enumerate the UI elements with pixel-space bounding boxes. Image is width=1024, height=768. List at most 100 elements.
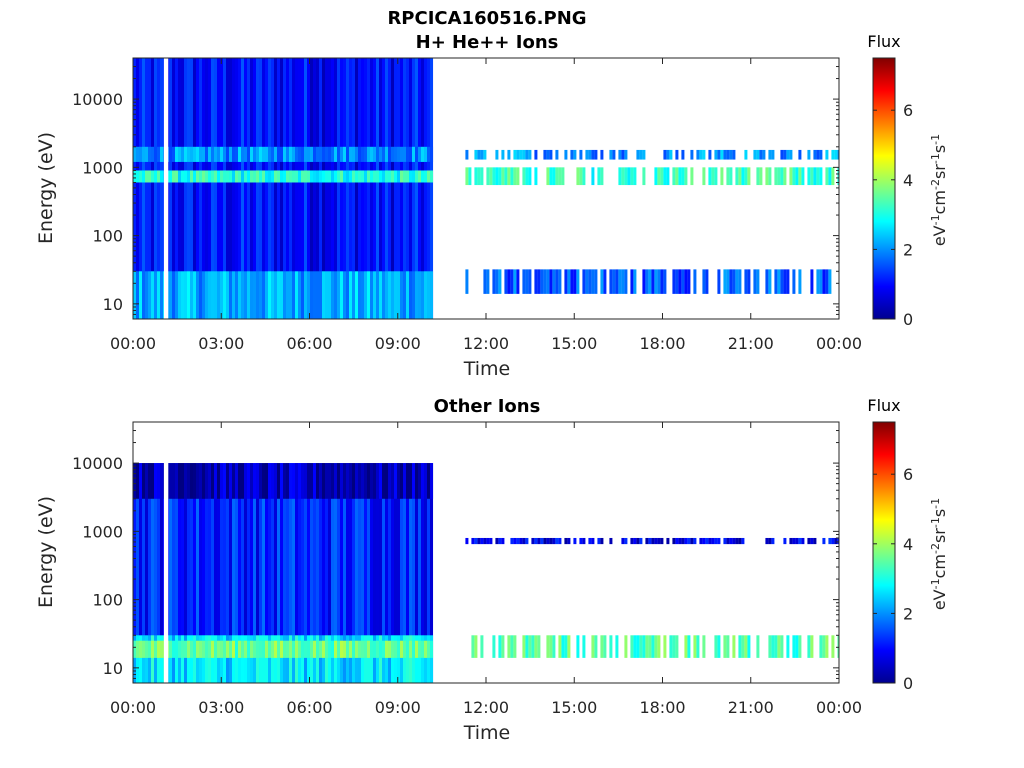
flux-column bbox=[735, 167, 739, 186]
flux-column bbox=[391, 271, 394, 319]
flux-column bbox=[226, 463, 229, 683]
flux-column bbox=[732, 269, 736, 294]
flux-column bbox=[241, 463, 244, 683]
flux-column bbox=[768, 149, 772, 160]
flux-column bbox=[361, 146, 364, 162]
flux-column bbox=[169, 146, 172, 162]
flux-column bbox=[474, 635, 478, 658]
flux-column bbox=[175, 640, 178, 658]
flux-column bbox=[651, 635, 655, 658]
flux-column bbox=[325, 635, 328, 683]
flux-column bbox=[594, 149, 598, 160]
flux-column bbox=[702, 537, 706, 545]
flux-column bbox=[142, 635, 145, 683]
flux-column bbox=[510, 167, 514, 186]
flux-column bbox=[334, 146, 337, 162]
flux-column bbox=[379, 640, 382, 658]
flux-column bbox=[184, 463, 187, 683]
flux-column bbox=[370, 640, 373, 658]
flux-column bbox=[510, 537, 514, 545]
flux-column bbox=[801, 537, 805, 545]
flux-column bbox=[229, 463, 232, 499]
flux-column bbox=[513, 537, 517, 545]
data-gap bbox=[163, 422, 169, 683]
flux-column bbox=[477, 149, 481, 160]
flux-column bbox=[394, 146, 397, 162]
flux-column bbox=[133, 463, 136, 683]
flux-column bbox=[235, 463, 238, 499]
flux-column bbox=[256, 640, 259, 658]
flux-column bbox=[552, 167, 556, 186]
flux-column bbox=[564, 537, 568, 545]
flux-column bbox=[582, 537, 586, 545]
flux-column bbox=[558, 269, 562, 294]
flux-region bbox=[133, 170, 434, 183]
flux-column bbox=[325, 170, 328, 183]
flux-column bbox=[591, 149, 595, 160]
y-tick-label: 10000 bbox=[72, 454, 123, 473]
flux-column bbox=[747, 635, 751, 658]
flux-column bbox=[265, 640, 268, 658]
flux-column bbox=[145, 635, 148, 683]
flux-column bbox=[400, 146, 403, 162]
flux-column bbox=[394, 271, 397, 319]
flux-column bbox=[388, 463, 391, 499]
flux-column bbox=[358, 640, 361, 658]
flux-column bbox=[591, 269, 595, 294]
flux-column bbox=[256, 463, 259, 499]
flux-column bbox=[211, 170, 214, 183]
flux-column bbox=[621, 269, 625, 294]
flux-column bbox=[618, 269, 622, 294]
flux-column bbox=[729, 537, 733, 545]
flux-column bbox=[349, 58, 352, 319]
flux-column bbox=[424, 635, 427, 683]
flux-column bbox=[304, 640, 307, 658]
flux-column bbox=[388, 271, 391, 319]
flux-column bbox=[651, 269, 655, 294]
flux-column bbox=[397, 170, 400, 183]
flux-column bbox=[154, 640, 157, 658]
flux-column bbox=[717, 537, 721, 545]
flux-column bbox=[274, 463, 277, 499]
flux-column bbox=[810, 167, 814, 186]
flux-column bbox=[756, 635, 760, 658]
flux-column bbox=[394, 463, 397, 499]
flux-column bbox=[217, 640, 220, 658]
flux-column bbox=[660, 269, 664, 294]
colorbar-tick-label: 4 bbox=[903, 535, 913, 554]
x-tick-label: 03:00 bbox=[198, 698, 244, 717]
flux-column bbox=[304, 463, 307, 683]
flux-column bbox=[726, 167, 730, 186]
flux-column bbox=[534, 149, 538, 160]
flux-column bbox=[756, 167, 760, 186]
flux-column bbox=[397, 146, 400, 162]
flux-column bbox=[495, 537, 499, 545]
flux-column bbox=[340, 170, 343, 183]
flux-column bbox=[211, 635, 214, 683]
flux-column bbox=[238, 58, 241, 319]
flux-column bbox=[792, 167, 796, 186]
flux-column bbox=[157, 170, 160, 183]
flux-column bbox=[564, 269, 568, 294]
flux-column bbox=[157, 463, 160, 499]
flux-column bbox=[552, 269, 556, 294]
flux-column bbox=[729, 269, 733, 294]
flux-column bbox=[280, 146, 283, 162]
flux-column bbox=[190, 463, 193, 683]
flux-column bbox=[825, 635, 829, 658]
flux-column bbox=[483, 149, 487, 160]
flux-column bbox=[540, 537, 544, 545]
flux-column bbox=[522, 149, 526, 160]
flux-column bbox=[828, 269, 832, 294]
flux-column bbox=[205, 640, 208, 658]
flux-column bbox=[591, 537, 595, 545]
flux-column bbox=[600, 149, 604, 160]
flux-column bbox=[343, 146, 346, 162]
flux-column bbox=[298, 146, 301, 162]
flux-column bbox=[295, 170, 298, 183]
flux-column bbox=[136, 463, 139, 499]
flux-column bbox=[427, 58, 430, 319]
flux-column bbox=[217, 635, 220, 683]
flux-column bbox=[465, 269, 469, 294]
flux-column bbox=[642, 167, 646, 186]
